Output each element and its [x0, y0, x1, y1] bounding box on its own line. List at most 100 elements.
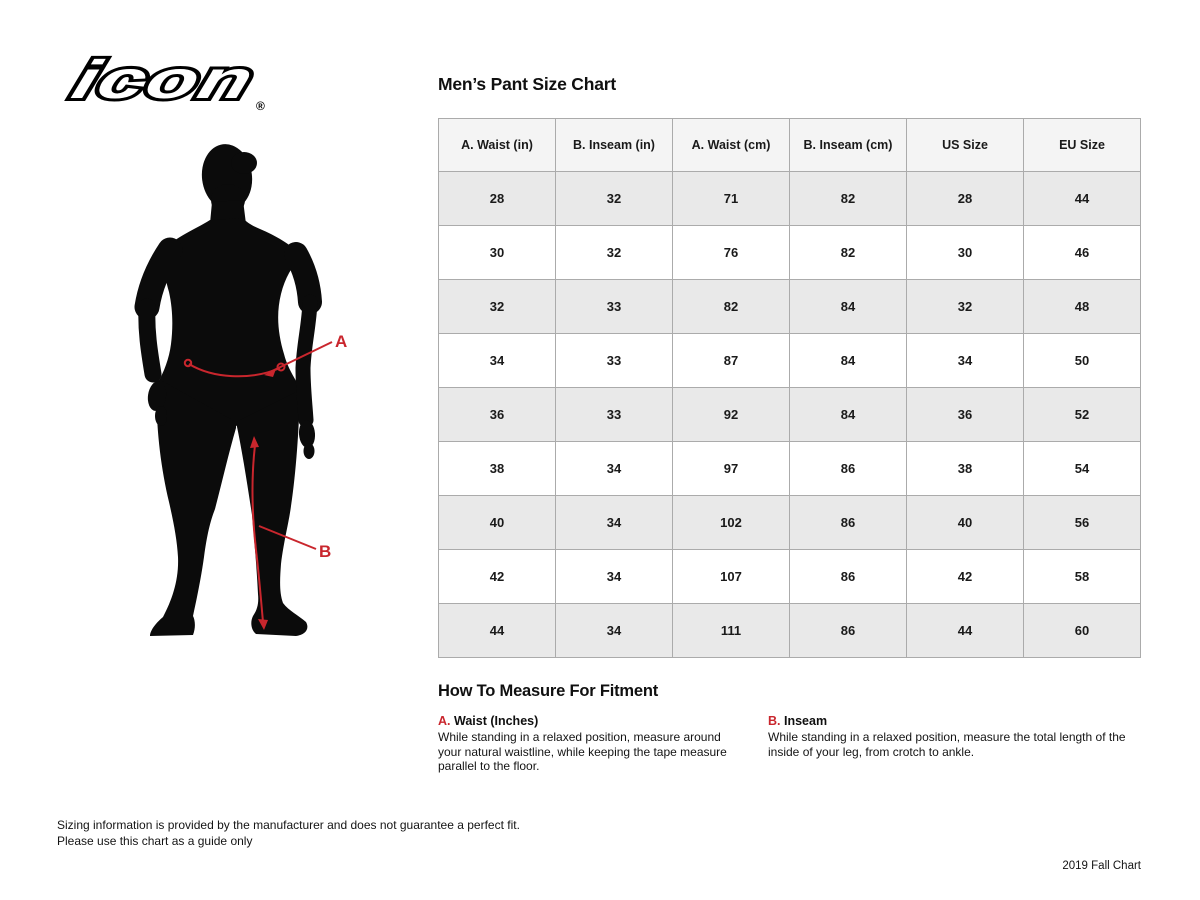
measure-description-inseam: While standing in a relaxed position, me…: [768, 730, 1126, 759]
table-cell: 60: [1023, 603, 1141, 658]
column-header: EU Size: [1023, 118, 1141, 172]
icon-brand-logo: icon ®: [62, 50, 266, 114]
inseam-pointer-line: [258, 525, 317, 550]
measure-name-inseam: Inseam: [783, 714, 828, 728]
table-cell: 40: [906, 495, 1024, 550]
waist-pointer-line: [267, 341, 333, 374]
table-cell: 107: [672, 549, 790, 604]
table-cell: 34: [906, 333, 1024, 388]
measure-name-waist: Waist (Inches): [453, 714, 539, 728]
how-to-measure-section: How To Measure For Fitment A. Waist (Inc…: [438, 682, 1144, 774]
table-row: 34 33 87 84 34 50: [438, 333, 1141, 388]
table-cell: 58: [1023, 549, 1141, 604]
size-table: A. Waist (in) B. Inseam (in) A. Waist (cm)…: [438, 118, 1141, 658]
table-cell: 86: [789, 549, 907, 604]
table-cell: 54: [1023, 441, 1141, 496]
table-cell: 86: [789, 441, 907, 496]
table-cell: 87: [672, 333, 790, 388]
page-title: Men’s Pant Size Chart: [438, 74, 616, 94]
table-row: 42 34 107 86 42 58: [438, 549, 1141, 604]
measure-heading: How To Measure For Fitment: [438, 682, 659, 700]
male-silhouette-figure: A B: [134, 144, 347, 636]
table-cell: 56: [1023, 495, 1141, 550]
table-cell: 86: [789, 603, 907, 658]
table-cell: 42: [438, 549, 556, 604]
table-cell: 34: [438, 333, 556, 388]
table-cell: 82: [672, 279, 790, 334]
table-cell: 86: [789, 495, 907, 550]
column-header: A. Waist (cm): [672, 118, 790, 172]
table-cell: 32: [555, 225, 673, 280]
chart-version: 2019 Fall Chart: [1062, 860, 1141, 872]
logo-text: icon: [66, 50, 262, 110]
male-silhouette: [134, 144, 322, 636]
size-table-body: 28 32 71 82 28 44 30 32 76 82 30 46 32 33 82 84 32 48 34 33…: [438, 171, 1141, 658]
disclaimer-line2: Please use this chart as a guide only: [57, 834, 253, 848]
table-cell: 38: [906, 441, 1024, 496]
waist-label-a: A: [335, 332, 347, 351]
table-cell: 52: [1023, 387, 1141, 442]
table-cell: 28: [438, 171, 556, 226]
column-header: A. Waist (in): [438, 118, 556, 172]
measure-letter-b: B.: [768, 714, 781, 728]
table-row: 32 33 82 84 32 48: [438, 279, 1141, 334]
table-cell: 48: [1023, 279, 1141, 334]
table-cell: 97: [672, 441, 790, 496]
table-row: 40 34 102 86 40 56: [438, 495, 1141, 550]
table-cell: 46: [1023, 225, 1141, 280]
table-cell: 82: [789, 225, 907, 280]
table-cell: 36: [438, 387, 556, 442]
measure-item-waist: A. Waist (Inches) While standing in a re…: [438, 714, 768, 774]
table-cell: 33: [555, 387, 673, 442]
table-row: 44 34 111 86 44 60: [438, 603, 1141, 658]
table-cell: 28: [906, 171, 1024, 226]
measure-item-inseam: B. Inseam While standing in a relaxed po…: [768, 714, 1144, 774]
table-cell: 34: [555, 441, 673, 496]
table-cell: 32: [438, 279, 556, 334]
table-row: 36 33 92 84 36 52: [438, 387, 1141, 442]
table-cell: 34: [555, 495, 673, 550]
inseam-measurement-annotation: B: [250, 436, 331, 630]
column-header: B. Inseam (cm): [789, 118, 907, 172]
table-cell: 36: [906, 387, 1024, 442]
table-cell: 92: [672, 387, 790, 442]
table-cell: 33: [555, 333, 673, 388]
measure-letter-a: A.: [438, 714, 451, 728]
table-cell: 84: [789, 387, 907, 442]
inseam-arrowhead-top-icon: [250, 436, 259, 448]
disclaimer-line1: Sizing information is provided by the ma…: [57, 818, 520, 832]
registered-trademark-icon: ®: [256, 99, 265, 113]
table-cell: 32: [555, 171, 673, 226]
table-cell: 42: [906, 549, 1024, 604]
table-cell: 44: [438, 603, 556, 658]
inseam-label-b: B: [319, 542, 331, 561]
table-cell: 32: [906, 279, 1024, 334]
table-cell: 111: [672, 603, 790, 658]
table-cell: 44: [906, 603, 1024, 658]
column-header: US Size: [906, 118, 1024, 172]
table-cell: 34: [555, 549, 673, 604]
inseam-arrowhead-bottom-icon: [258, 619, 268, 630]
column-header: B. Inseam (in): [555, 118, 673, 172]
table-cell: 84: [789, 279, 907, 334]
table-row: 30 32 76 82 30 46: [438, 225, 1141, 280]
table-row: 38 34 97 86 38 54: [438, 441, 1141, 496]
size-table-head-row: A. Waist (in) B. Inseam (in) A. Waist (cm)…: [438, 118, 1141, 172]
table-cell: 50: [1023, 333, 1141, 388]
table-cell: 71: [672, 171, 790, 226]
table-cell: 30: [906, 225, 1024, 280]
waist-measurement-annotation: A: [183, 332, 347, 378]
measure-description-waist: While standing in a relaxed position, me…: [438, 730, 727, 773]
table-cell: 34: [555, 603, 673, 658]
table-cell: 44: [1023, 171, 1141, 226]
table-cell: 40: [438, 495, 556, 550]
table-row: 28 32 71 82 28 44: [438, 171, 1141, 226]
table-cell: 102: [672, 495, 790, 550]
table-cell: 82: [789, 171, 907, 226]
table-cell: 33: [555, 279, 673, 334]
table-cell: 30: [438, 225, 556, 280]
waist-arrowhead-icon: [264, 369, 276, 377]
table-cell: 84: [789, 333, 907, 388]
disclaimer: Sizing information is provided by the ma…: [57, 817, 520, 849]
